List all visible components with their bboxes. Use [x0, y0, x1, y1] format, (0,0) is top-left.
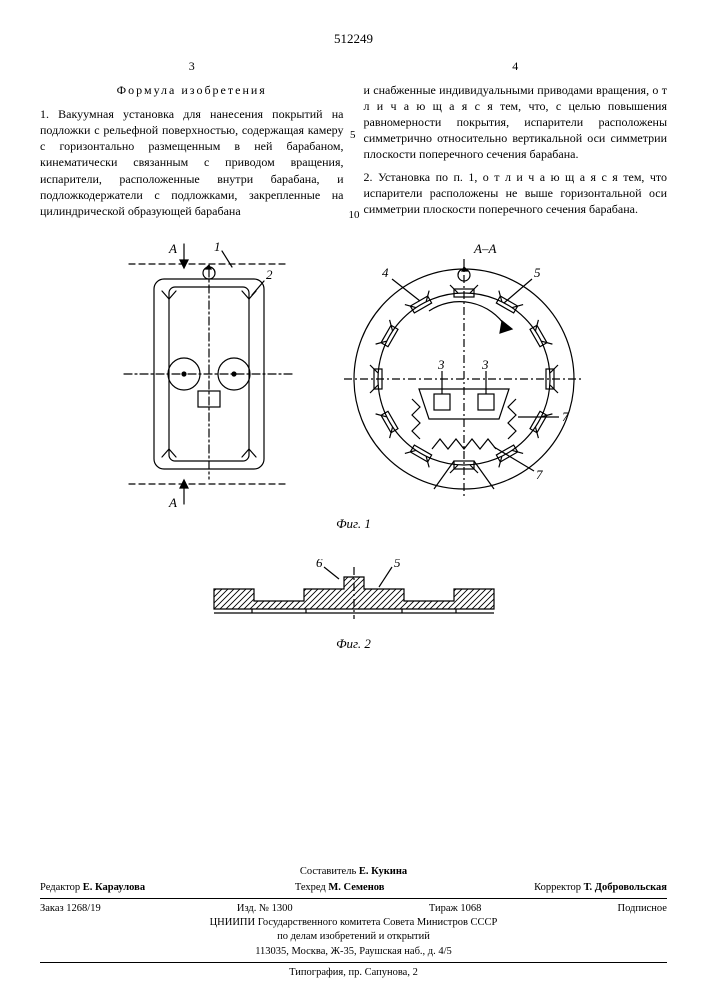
- figure-2-row: 6 5: [40, 559, 667, 629]
- org-address: 113035, Москва, Ж-35, Раушская наб., д. …: [40, 945, 667, 959]
- org-line-1: ЦНИИПИ Государственного комитета Совета …: [40, 916, 667, 930]
- label-A-bot: А: [168, 495, 177, 509]
- editor-name: Е. Караулова: [83, 882, 145, 893]
- figures-block: А А: [40, 239, 667, 652]
- figure-1-row: А А: [40, 239, 667, 509]
- label-3a: 3: [437, 357, 445, 372]
- claim-1-right: и снабженные индивидуальными приводами в…: [364, 82, 668, 163]
- compiler-label: Составитель: [300, 866, 356, 877]
- label-AA: А–А: [473, 241, 496, 256]
- tirage: Тираж 1068: [429, 902, 482, 916]
- corrector-label: Корректор: [534, 882, 581, 893]
- patent-number: 512249: [40, 30, 667, 48]
- figure-1-section-view: А–А: [334, 239, 594, 509]
- compiler-name: Е. Кукина: [359, 866, 407, 877]
- left-column: 3 Формула изобретения 1. Вакуумная устан…: [40, 58, 344, 220]
- figure-1-left-view: А А: [114, 239, 304, 509]
- right-column: 4 и снабженные индивидуальными приводами…: [364, 58, 668, 220]
- tech-label: Техред: [295, 882, 326, 893]
- footer-block: Составитель Е. Кукина Редактор Е. Караул…: [40, 865, 667, 980]
- two-column-text: 3 Формула изобретения 1. Вакуумная устан…: [40, 58, 667, 220]
- line-number-5: 5: [350, 128, 356, 143]
- order-number: Заказ 1268/19: [40, 902, 101, 916]
- editor-label: Редактор: [40, 882, 80, 893]
- line-number-10: 10: [349, 208, 360, 223]
- label-4: 4: [382, 265, 389, 280]
- claim-1-left: 1. Вакуумная установка для нанесения пок…: [40, 106, 344, 219]
- izd-number: Изд. № 1300: [237, 902, 293, 916]
- sign: Подписное: [618, 902, 667, 916]
- figure-2-caption: Фиг. 2: [40, 635, 667, 653]
- fig2-label-5: 5: [394, 559, 401, 570]
- claim-2: 2. Установка по п. 1, о т л и ч а ю щ а …: [364, 169, 668, 218]
- label-3b: 3: [481, 357, 489, 372]
- tech-name: М. Семенов: [328, 882, 384, 893]
- org-line-2: по делам изобретений и открытий: [40, 930, 667, 944]
- col-num-right: 4: [364, 58, 668, 74]
- corrector-name: Т. Добровольская: [584, 882, 667, 893]
- fig2-label-6: 6: [316, 559, 323, 570]
- label-1: 1: [214, 239, 221, 254]
- label-5: 5: [534, 265, 541, 280]
- label-7b: 7: [536, 467, 543, 482]
- figure-1-caption: Фиг. 1: [40, 515, 667, 533]
- label-2: 2: [266, 267, 273, 282]
- printer: Типография, пр. Сапунова, 2: [40, 966, 667, 980]
- label-A-top: А: [168, 241, 177, 256]
- col-num-left: 3: [40, 58, 344, 74]
- figure-2-drawing: 6 5: [204, 559, 504, 629]
- claims-title: Формула изобретения: [40, 82, 344, 98]
- label-7a: 7: [562, 409, 569, 424]
